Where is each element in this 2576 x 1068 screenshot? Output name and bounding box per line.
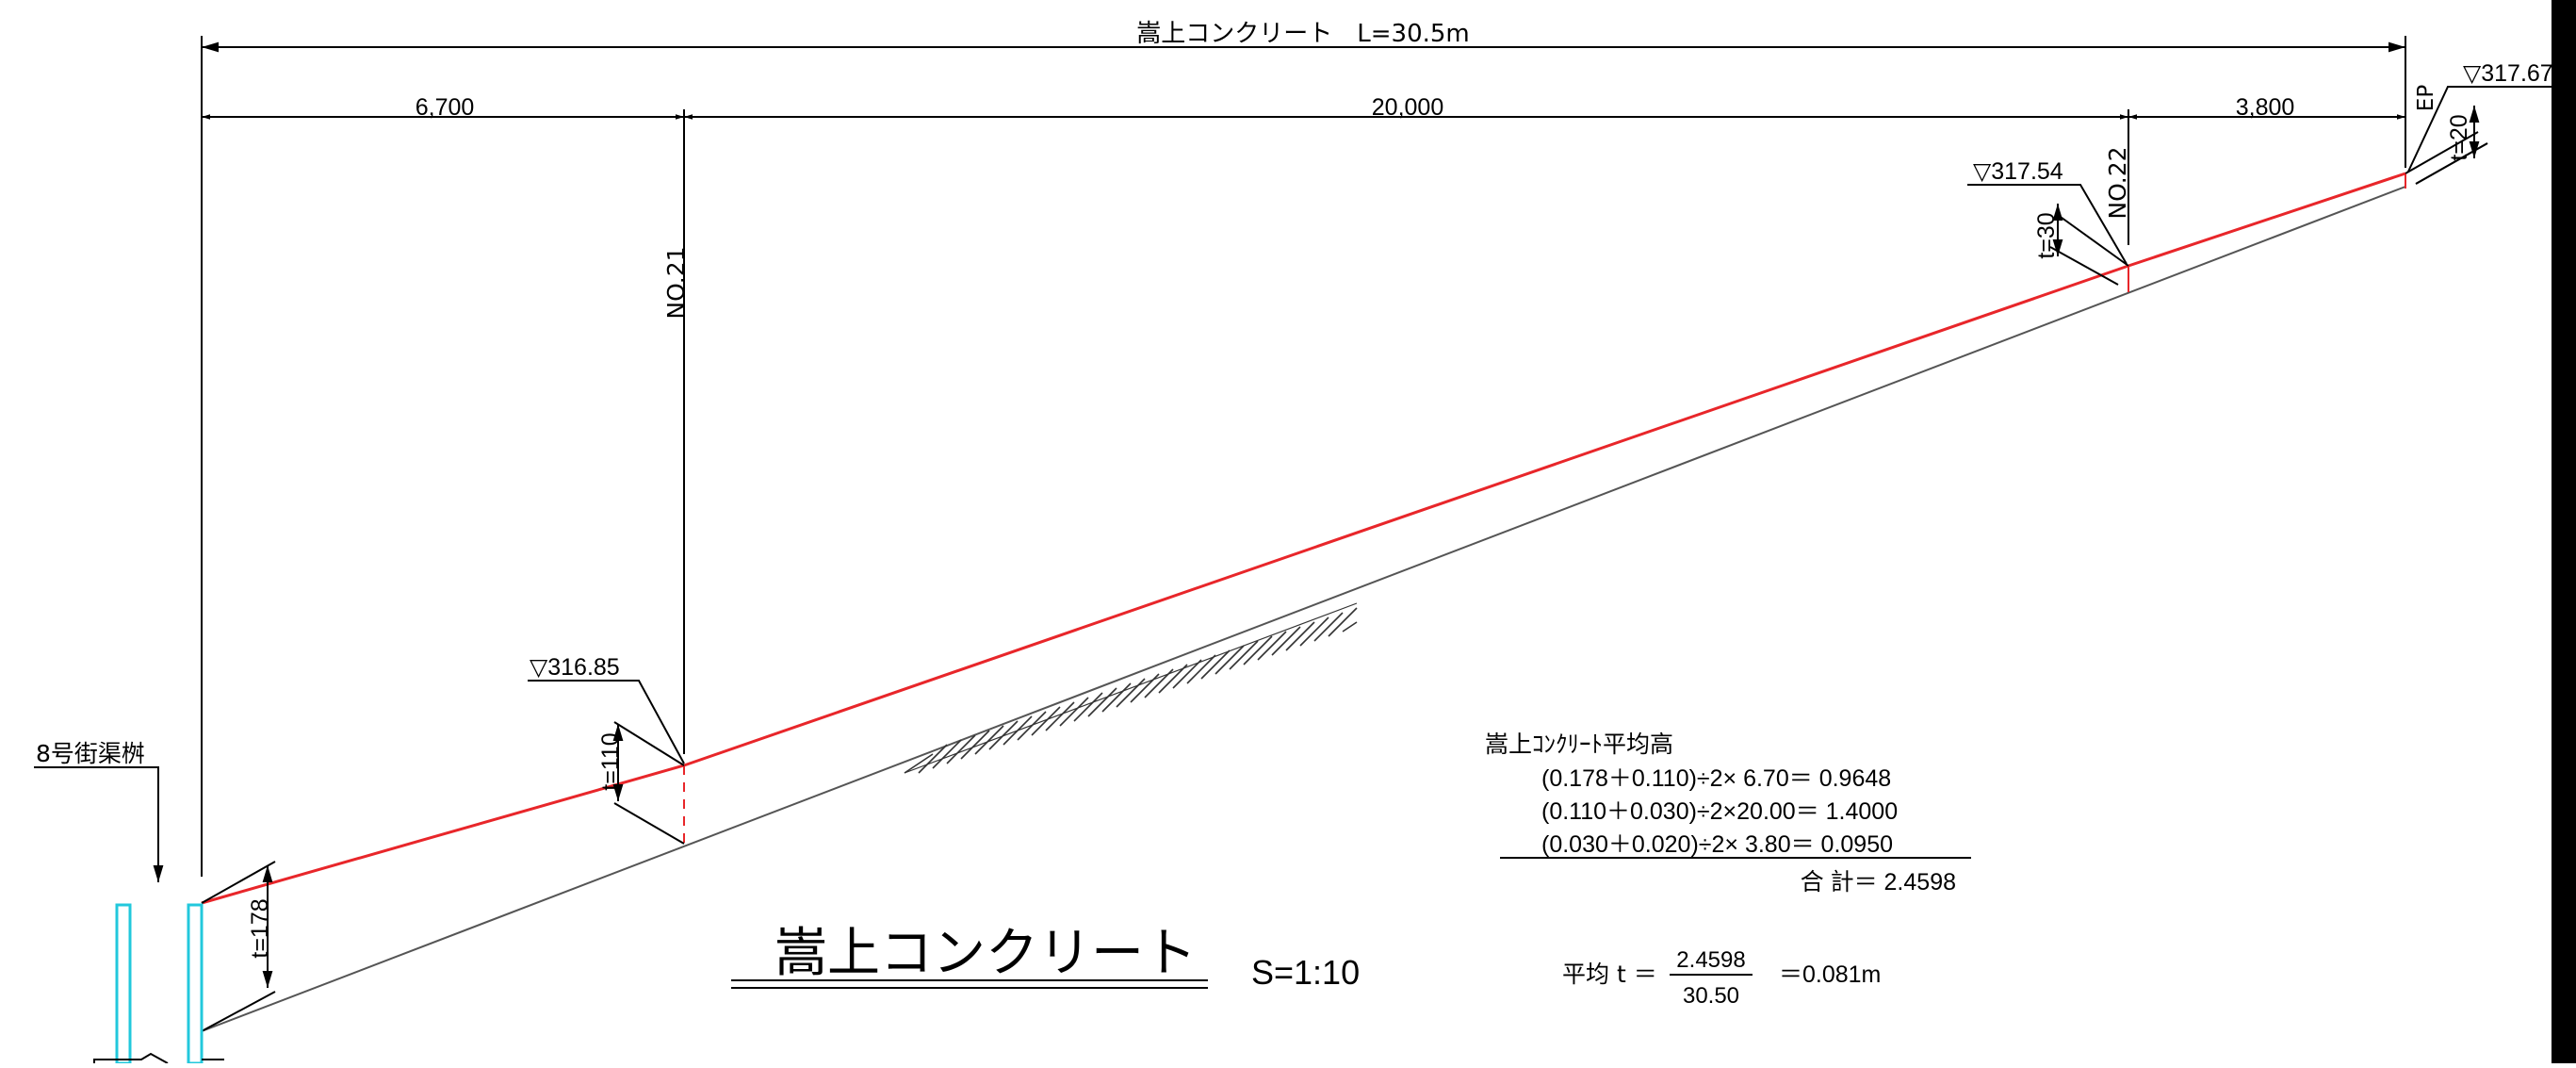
segment-dim-1: 6,700 <box>416 94 475 121</box>
segment-dim-3: 3,800 <box>2236 94 2295 121</box>
elevation-leader-1 <box>528 680 685 764</box>
thickness-t30: t=30 <box>2033 212 2060 258</box>
station-ep: EP <box>2414 85 2438 112</box>
right-edge-bar <box>2552 0 2576 1063</box>
catch-basin-label: 8号街渠桝 <box>36 740 145 767</box>
avg-numerator: 2.4598 <box>1676 947 1745 973</box>
concrete-top-line <box>201 172 2406 905</box>
elevation-leader-3 <box>2407 86 2563 173</box>
avg-prefix: 平均 t ＝ <box>1562 961 1657 988</box>
drawing-scale: S=1:10 <box>1251 953 1360 992</box>
thickness-t178: t=178 <box>247 898 273 958</box>
calc-total: 合 計＝ 2.4598 <box>1801 869 1956 895</box>
calc-heading: 嵩上ｺﾝｸﾘｰﾄ平均高 <box>1485 731 1673 758</box>
thickness-dim-30 <box>2049 204 2129 286</box>
catch-basin-wall-left <box>115 903 132 1065</box>
soil-hatching <box>904 602 1358 774</box>
calc-row-1: (0.178＋0.110)÷2× 6.70＝ 0.9648 <box>1541 765 1891 792</box>
elevation-317-67: ▽317.67 <box>2463 60 2553 87</box>
catch-basin-base <box>93 1052 169 1064</box>
ground-line <box>201 186 2406 1032</box>
thickness-t110: t=110 <box>597 732 624 790</box>
thickness-t20: t=20 <box>2446 114 2472 160</box>
drawing-title: 嵩上コンクリート <box>774 923 1197 984</box>
station-no21: NO.21 <box>662 246 690 319</box>
thickness-dim-110 <box>612 721 685 845</box>
elevation-leader-2 <box>1967 184 2128 265</box>
elevation-317-54: ▽317.54 <box>1973 158 2063 185</box>
catch-basin-wall-right <box>187 903 204 1065</box>
calc-row-3: (0.030＋0.020)÷2× 3.80＝ 0.0950 <box>1541 831 1893 858</box>
catch-basin-leader <box>34 766 164 882</box>
overall-length-label: 嵩上コンクリート L=30.5m <box>1136 20 1470 48</box>
avg-result: ＝0.081m <box>1779 961 1881 988</box>
elevation-316-85: ▽316.85 <box>530 654 620 681</box>
thickness-dim-20 <box>2405 106 2488 185</box>
station-no22: NO.22 <box>2104 146 2131 219</box>
avg-denominator: 30.50 <box>1683 983 1739 1009</box>
segment-dim-2: 20,000 <box>1372 94 1443 121</box>
thickness-dim-178 <box>201 861 276 1032</box>
calc-row-2: (0.110＋0.030)÷2×20.00＝ 1.4000 <box>1541 798 1898 825</box>
